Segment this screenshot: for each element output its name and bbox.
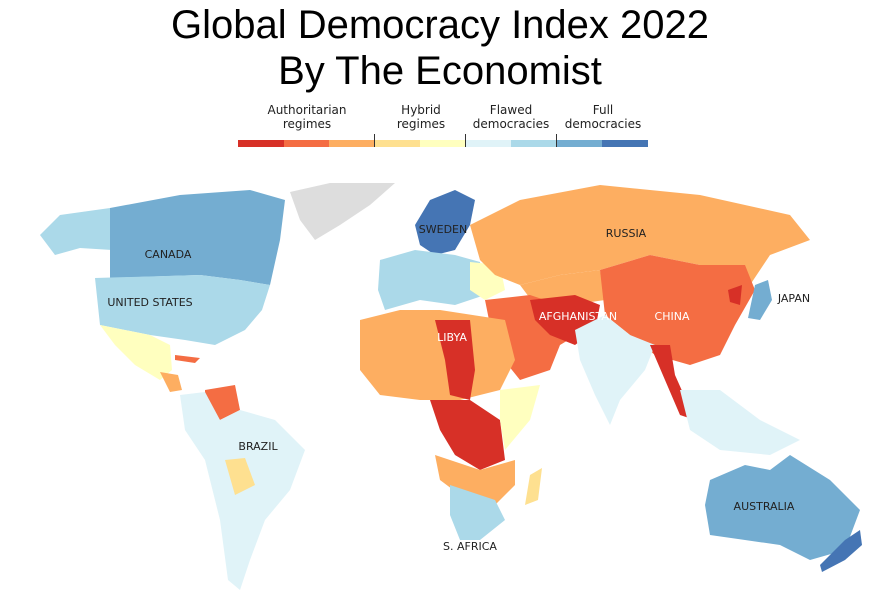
legend-authoritarian: Authoritarian regimes [267,103,347,131]
map-title: Global Democracy Index 2022 By The Econom… [0,2,880,94]
label-libya: LIBYA [437,331,467,344]
alaska[interactable] [40,208,112,255]
north-korea[interactable] [728,285,742,305]
bolivia[interactable] [225,458,255,495]
southern-africa[interactable] [435,455,515,505]
legend-swatch [602,140,648,147]
legend-color-bar [238,140,648,147]
south-africa[interactable] [450,485,505,540]
legend-swatch [238,140,284,147]
india[interactable] [575,315,655,425]
country-labels: CANADA UNITED STATES RUSSIA SWEDEN JAPAN… [107,223,810,553]
scandinavia[interactable] [415,190,475,255]
label-russia: RUSSIA [606,227,647,240]
legend-swatch [283,140,329,147]
cuba[interactable] [175,355,200,363]
legend-full: Full democracies [564,103,642,131]
legend-swatch [556,140,602,147]
north-africa[interactable] [360,310,515,400]
label-australia: AUSTRALIA [734,500,795,513]
label-japan: JAPAN [777,292,810,305]
central-america[interactable] [160,372,182,392]
legend-divider [374,134,375,147]
mexico[interactable] [100,325,172,380]
madagascar[interactable] [525,468,542,505]
label-south-africa: S. AFRICA [443,540,497,553]
title-line-2: By The Economist [278,49,602,93]
new-zealand[interactable] [820,530,862,572]
east-africa[interactable] [500,385,540,450]
canada[interactable] [110,190,285,285]
southeast-asia[interactable] [680,390,800,455]
usa[interactable] [95,275,270,345]
australia[interactable] [705,455,860,560]
legend-flawed: Flawed democracies [472,103,550,131]
legend-swatch [374,140,420,147]
japan[interactable] [748,280,772,320]
greenland[interactable] [290,183,395,240]
legend-divider [556,134,557,147]
china[interactable] [600,255,755,365]
libya-sudan[interactable] [435,320,475,400]
label-sweden: SWEDEN [419,223,467,236]
legend-swatch [420,140,466,147]
label-usa: UNITED STATES [107,296,192,309]
label-canada: CANADA [145,248,192,261]
legend-hybrid: Hybrid regimes [396,103,446,131]
central-africa[interactable] [430,400,505,470]
label-brazil: BRAZIL [238,440,278,453]
legend-swatch [465,140,511,147]
europe[interactable] [378,250,485,310]
label-afghanistan: AFGHANISTAN [539,310,617,323]
kazakhstan[interactable] [520,270,605,305]
legend-swatch [511,140,557,147]
russia[interactable] [470,185,810,285]
title-line-1: Global Democracy Index 2022 [170,3,710,47]
label-china: CHINA [655,310,690,323]
legend-swatch [329,140,375,147]
legend-divider [465,134,466,147]
